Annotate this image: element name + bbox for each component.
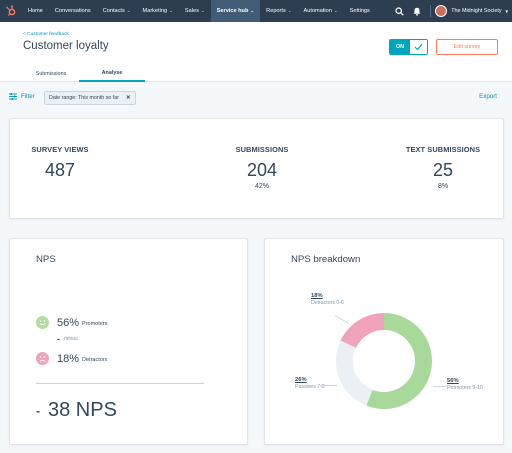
detractors-metric: 18% Detractors	[36, 352, 107, 365]
leader-line	[321, 385, 337, 386]
date-range-chip[interactable]: Date range: This month so far ✕	[44, 91, 136, 105]
date-range-label: Date range: This month so far	[49, 95, 119, 101]
stats-card: SURVEY VIEWS 487 SUBMISSIONS 204 42% TEX…	[9, 118, 504, 219]
nav-item-label: Contacts	[102, 8, 125, 14]
check-icon	[410, 40, 427, 54]
chevron-down-icon: ⌄	[287, 8, 292, 13]
toggle-on-label: ON	[390, 40, 410, 54]
stat-submissions: SUBMISSIONS 204 42%	[222, 145, 302, 190]
legend-pct: 26%	[295, 377, 307, 383]
legend-promoters: 56% Promoters 9-10	[447, 378, 483, 391]
nps-donut-chart	[336, 313, 432, 409]
stat-text-submissions: TEXT SUBMISSIONS 25 8%	[398, 145, 488, 190]
nav-item-marketing[interactable]: Marketing ⌄	[137, 0, 179, 22]
happy-face-icon	[36, 316, 49, 329]
stat-value: 487	[44, 160, 76, 180]
nav-item-contacts[interactable]: Contacts ⌄	[97, 0, 137, 22]
nav-item-label: Sales	[184, 8, 199, 14]
detractors-value: 18%	[57, 352, 80, 365]
page-title: Customer loyalty	[23, 40, 109, 52]
nav-item-label: Marketing	[142, 8, 168, 14]
nav-item-label: Settings	[349, 8, 370, 14]
search-icon[interactable]	[390, 0, 408, 22]
legend-pct: 56%	[447, 378, 459, 384]
nav-item-label: Automation	[303, 8, 332, 14]
remove-filter-close-icon[interactable]: ✕	[125, 95, 131, 101]
promoters-value: 56%	[57, 316, 80, 329]
nps-card: NPS 56% Promoters - minus 18% Detractors…	[9, 238, 248, 445]
filter-button[interactable]: Filter	[9, 93, 35, 100]
nav-right-group: The Midnight Society ▼	[390, 0, 512, 22]
breakdown-card-title: NPS breakdown	[291, 254, 361, 265]
legend-passives: 26% Passives 7-8	[295, 377, 325, 390]
chevron-down-icon: ⌄	[169, 8, 173, 13]
nav-menu: Home Conversations Contacts ⌄ Marketing ⌄ Sale…	[22, 0, 376, 22]
chevron-down-icon: ⌄	[333, 8, 338, 13]
nav-item-sales[interactable]: Sales ⌄	[179, 0, 211, 22]
account-name[interactable]: The Midnight Society	[451, 8, 502, 14]
page-header: < Customer feedback Customer loyalty ON …	[0, 22, 512, 82]
nps-divider	[36, 383, 204, 384]
nav-item-label: Conversations	[54, 8, 91, 14]
stat-label: SUBMISSIONS	[235, 145, 289, 154]
donut-segment-passives[interactable]	[336, 340, 373, 406]
minus-row: - minus	[57, 333, 78, 344]
promoters-metric: 56% Promoters	[36, 316, 107, 329]
nav-item-automation[interactable]: Automation ⌄	[298, 0, 344, 22]
chevron-down-icon: ⌄	[250, 8, 255, 13]
stat-percentage: 8%	[437, 183, 449, 190]
donut-segment-promoters[interactable]	[366, 313, 432, 409]
nav-item-home[interactable]: Home	[22, 0, 49, 22]
detractors-label: Detractors	[82, 357, 108, 363]
nav-item-reports[interactable]: Reports ⌄	[260, 0, 297, 22]
chevron-down-icon: ⌄	[126, 8, 131, 13]
stat-percentage: 42%	[254, 183, 269, 190]
user-avatar[interactable]	[435, 5, 448, 17]
tab-submissions[interactable]: Submissions	[35, 71, 67, 77]
sad-face-icon	[36, 352, 49, 365]
minus-sign: -	[57, 333, 60, 344]
stat-label: TEXT SUBMISSIONS	[405, 145, 481, 154]
filter-label: Filter	[21, 93, 35, 100]
minus-label: minus	[64, 336, 78, 342]
nps-card-title: NPS	[36, 254, 56, 265]
legend-name: Detractors 0-6	[311, 300, 344, 306]
stat-value: 204	[246, 160, 278, 180]
equals-sign: -	[36, 403, 40, 418]
account-chevron-down-icon[interactable]: ▼	[504, 8, 509, 14]
tab-analyse[interactable]: Analyse	[79, 66, 145, 82]
nav-item-service-hub[interactable]: Service hub ⌄	[210, 0, 261, 22]
edit-survey-button[interactable]: Edit survey	[436, 39, 498, 55]
stat-label: SURVEY VIEWS	[31, 145, 89, 154]
stat-value: 25	[432, 160, 454, 180]
stat-survey-views: SURVEY VIEWS 487	[30, 145, 90, 181]
nav-item-conversations[interactable]: Conversations	[49, 0, 97, 22]
nav-item-settings[interactable]: Settings	[344, 0, 376, 22]
legend-name: Promoters 9-10	[447, 385, 483, 391]
chevron-down-icon: ⌄	[200, 8, 205, 13]
export-link[interactable]: Export	[479, 93, 497, 100]
legend-pct: 18%	[311, 293, 323, 299]
top-navigation-bar: Home Conversations Contacts ⌄ Marketing ⌄ Sale…	[0, 0, 512, 22]
notifications-bell-icon[interactable]	[408, 0, 426, 22]
filter-row: Filter Date range: This month so far ✕ E…	[0, 88, 512, 108]
breadcrumb[interactable]: < Customer feedback	[23, 32, 69, 37]
legend-name: Passives 7-8	[295, 384, 325, 390]
nav-item-label: Home	[28, 8, 43, 14]
legend-detractors: 18% Detractors 0-6	[311, 293, 344, 306]
donut-segment-detractors[interactable]	[340, 313, 384, 348]
nav-item-label: Reports	[266, 8, 286, 14]
promoters-label: Promoters	[82, 321, 108, 327]
tab-bar: Submissions Analyse	[0, 66, 145, 82]
survey-status-toggle[interactable]: ON	[389, 39, 428, 55]
nps-score: 38 NPS	[48, 399, 117, 421]
hubspot-logo-icon[interactable]	[0, 0, 22, 22]
filter-sliders-icon	[9, 93, 17, 100]
nav-divider	[430, 5, 432, 17]
leader-line	[433, 386, 446, 387]
nav-item-label: Service hub	[216, 8, 249, 14]
nps-breakdown-card: NPS breakdown 18% Detractors 0-6 26% Pas…	[264, 238, 504, 445]
nps-total: - 38 NPS	[36, 399, 117, 422]
